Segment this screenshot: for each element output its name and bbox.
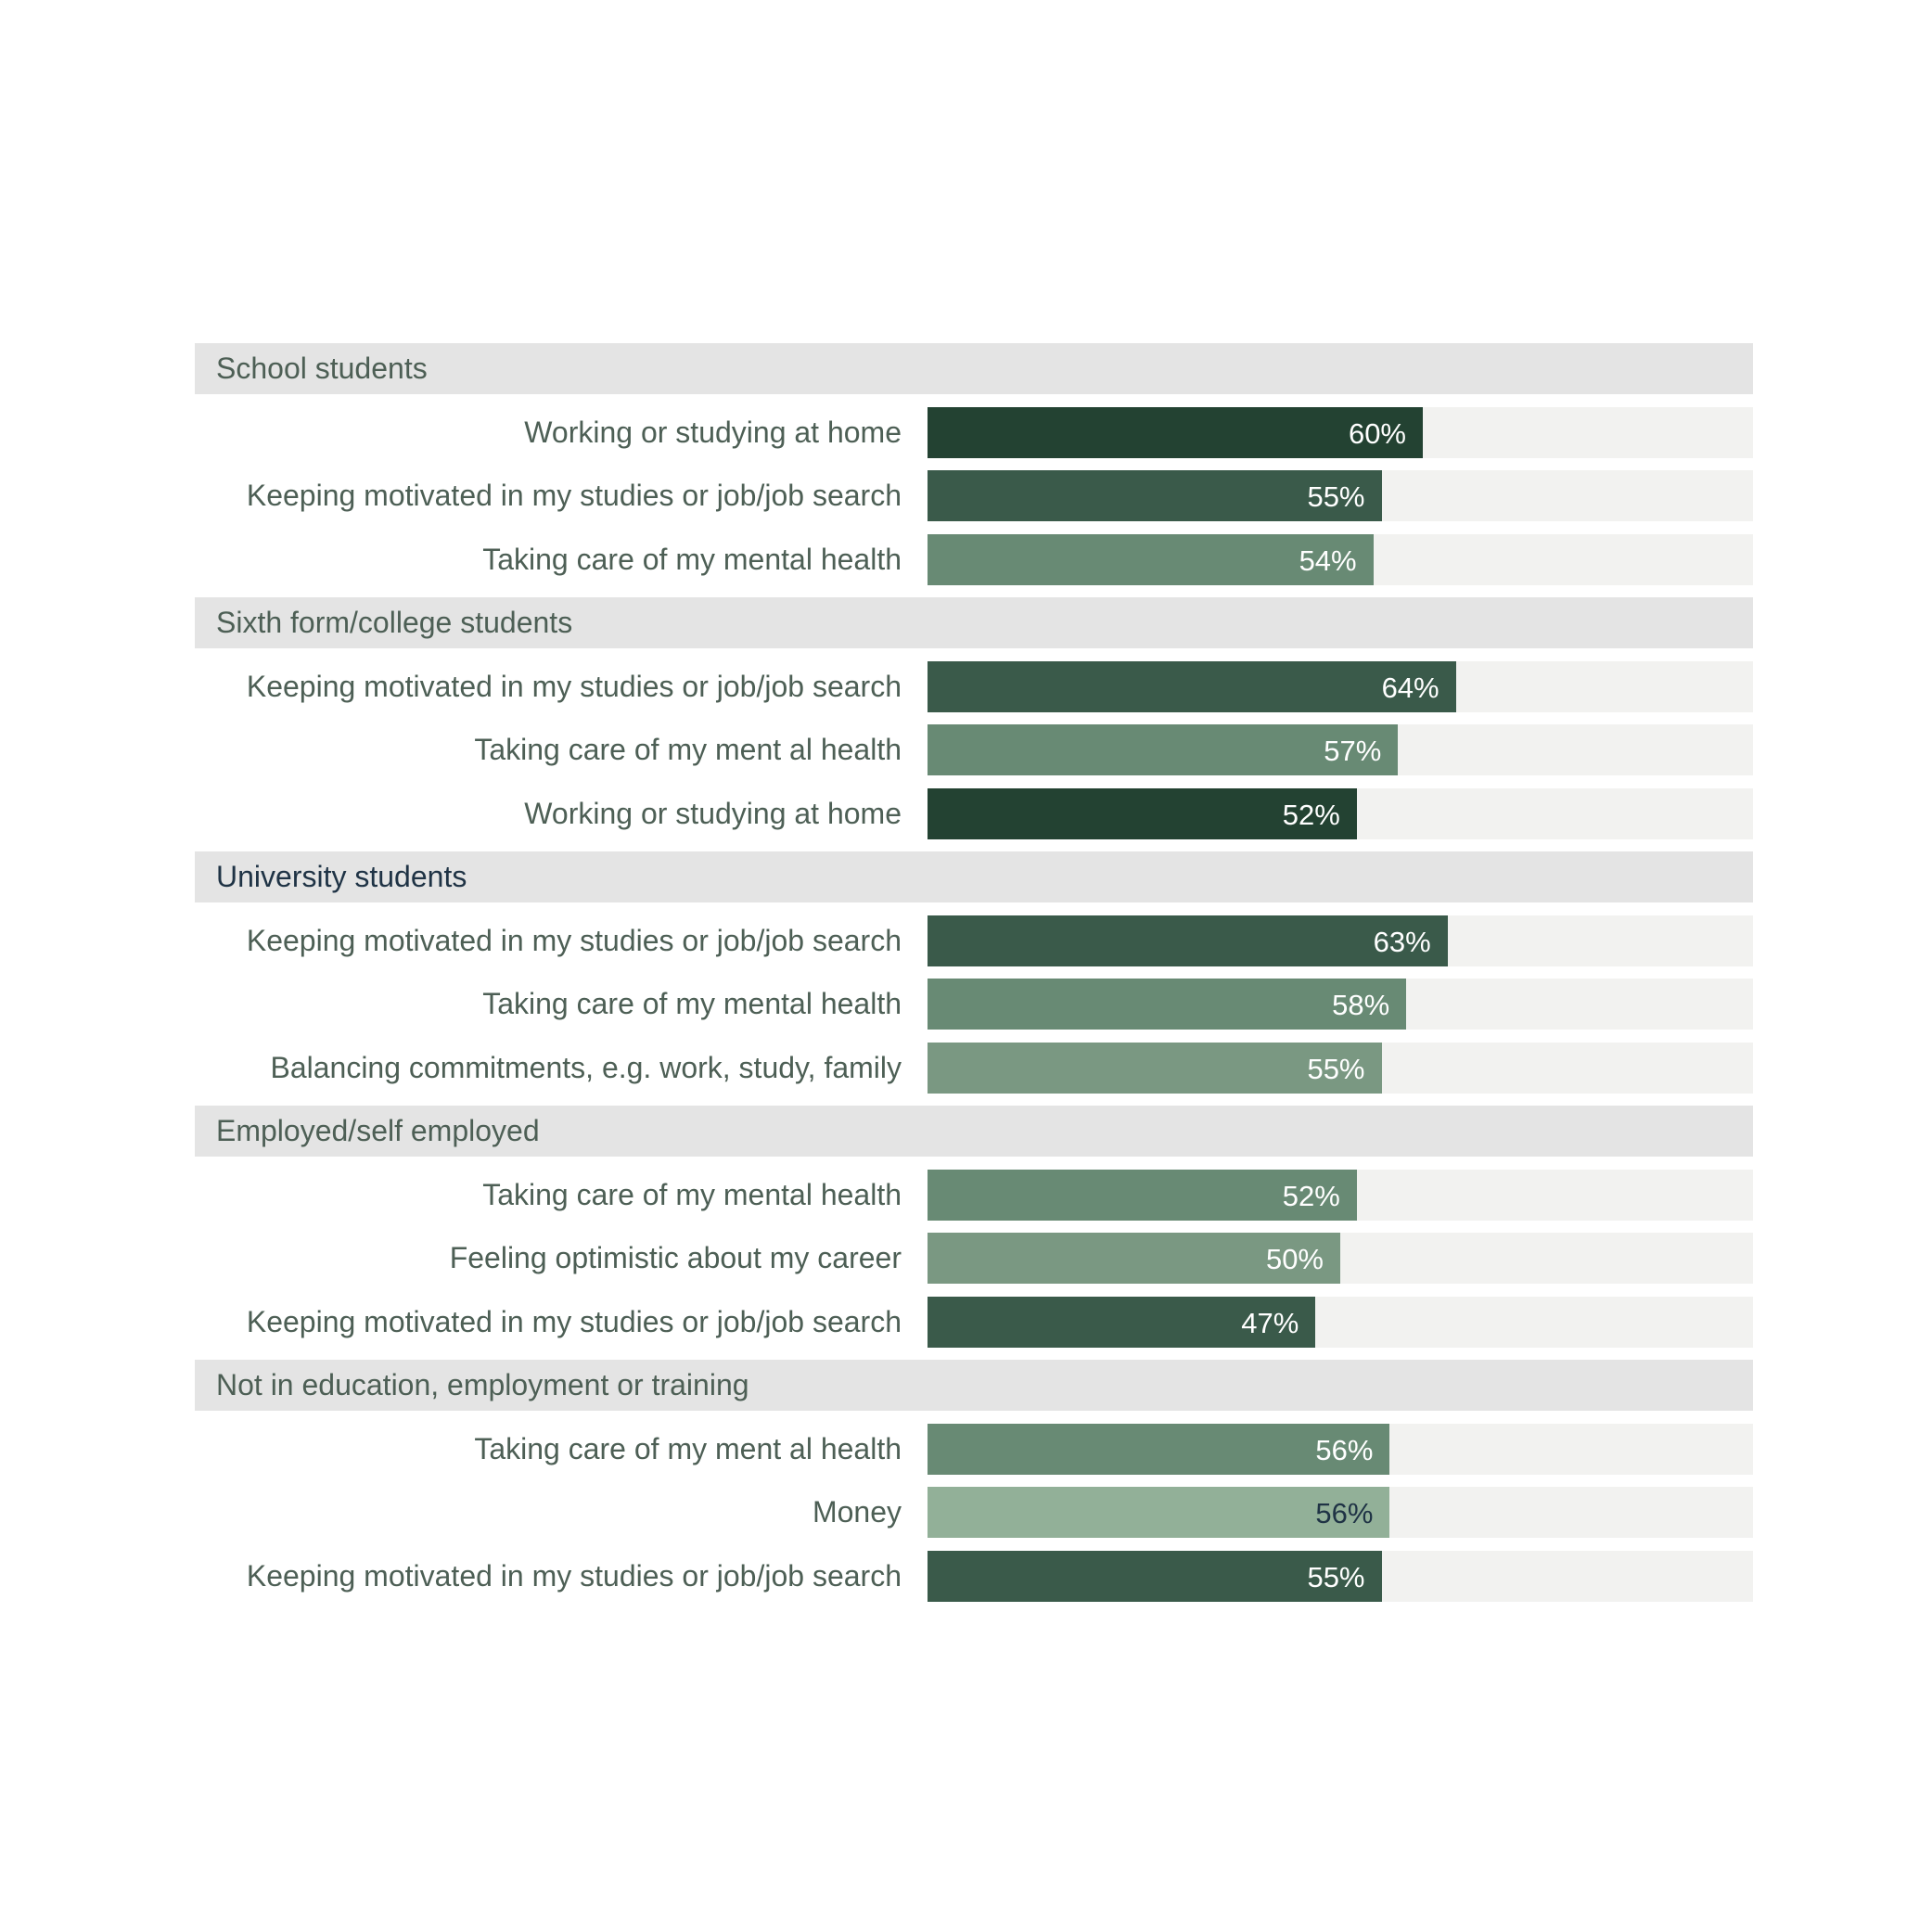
bar-category-label: Taking care of my mental health bbox=[482, 987, 902, 1020]
bar bbox=[928, 1296, 1316, 1348]
bar-track: 60% bbox=[928, 406, 1753, 458]
bar-value-label: 57% bbox=[1324, 735, 1382, 767]
bar-value-label: 55% bbox=[1307, 1560, 1365, 1593]
bar bbox=[928, 533, 1374, 585]
bar-value-label: 52% bbox=[1282, 798, 1340, 831]
bar-category-label: Taking care of my ment al health bbox=[474, 1431, 902, 1465]
bar-row: Taking care of my ment al health 57% bbox=[0, 724, 1932, 775]
bar-track: 52% bbox=[928, 787, 1753, 839]
bar-category-label: Keeping motivated in my studies or job/j… bbox=[246, 479, 902, 512]
bar-track: 55% bbox=[928, 1042, 1753, 1094]
group-header: Employed/self employed bbox=[195, 1106, 1753, 1157]
bar-row: Keeping motivated in my studies or job/j… bbox=[0, 1296, 1932, 1348]
group-header: Sixth form/college students bbox=[195, 597, 1753, 648]
bar-category-label: Working or studying at home bbox=[524, 415, 902, 449]
bar bbox=[928, 470, 1382, 521]
bar-value-label: 54% bbox=[1299, 544, 1357, 577]
bar bbox=[928, 660, 1456, 712]
bar-category-label: Money bbox=[812, 1495, 902, 1529]
bar-value-label: 56% bbox=[1315, 1497, 1374, 1529]
bar bbox=[928, 724, 1399, 775]
bar-track: 54% bbox=[928, 533, 1753, 585]
bar-value-label: 55% bbox=[1307, 480, 1365, 513]
bar bbox=[928, 915, 1448, 966]
bar bbox=[928, 1423, 1390, 1475]
bar-row: Taking care of my ment al health 56% bbox=[0, 1423, 1932, 1475]
bar-value-label: 52% bbox=[1282, 1179, 1340, 1212]
bar bbox=[928, 1550, 1382, 1602]
group-label: University students bbox=[216, 860, 467, 893]
bar-track: 63% bbox=[928, 915, 1753, 966]
bar-category-label: Working or studying at home bbox=[524, 796, 902, 830]
group-label: Employed/self employed bbox=[216, 1114, 540, 1147]
bar-track: 57% bbox=[928, 724, 1753, 775]
group-header: School students bbox=[195, 343, 1753, 394]
bar-row: Keeping motivated in my studies or job/j… bbox=[0, 660, 1932, 712]
bar-value-label: 60% bbox=[1348, 416, 1406, 450]
group-label: Not in education, employment or training bbox=[216, 1368, 749, 1401]
bar-category-label: Keeping motivated in my studies or job/j… bbox=[246, 1558, 902, 1593]
bar-track: 47% bbox=[928, 1296, 1753, 1348]
group-header: University students bbox=[195, 851, 1753, 902]
bar-value-label: 55% bbox=[1307, 1052, 1365, 1085]
bar-category-label: Keeping motivated in my studies or job/j… bbox=[246, 669, 902, 703]
bar-track: 52% bbox=[928, 1169, 1753, 1221]
bar-row: Balancing commitments, e.g. work, study,… bbox=[0, 1042, 1932, 1094]
bar-category-label: Taking care of my ment al health bbox=[474, 733, 902, 766]
bar-row: Keeping motivated in my studies or job/j… bbox=[0, 915, 1932, 966]
bar-category-label: Keeping motivated in my studies or job/j… bbox=[246, 1304, 902, 1338]
bar-row: Taking care of my mental health 54% bbox=[0, 533, 1932, 585]
bar-row: Taking care of my mental health 58% bbox=[0, 979, 1932, 1030]
bar-category-label: Feeling optimistic about my career bbox=[449, 1241, 902, 1274]
bar-row: Taking care of my mental health 52% bbox=[0, 1169, 1932, 1221]
bar-value-label: 64% bbox=[1381, 671, 1439, 704]
bar-track: 56% bbox=[928, 1487, 1753, 1538]
group-label: School students bbox=[216, 352, 428, 385]
bar-category-label: Keeping motivated in my studies or job/j… bbox=[246, 923, 902, 957]
bar-row: Keeping motivated in my studies or job/j… bbox=[0, 470, 1932, 521]
bar-value-label: 63% bbox=[1373, 925, 1431, 958]
bar-category-label: Balancing commitments, e.g. work, study,… bbox=[270, 1050, 902, 1084]
bar-track: 58% bbox=[928, 979, 1753, 1030]
bar-row: Feeling optimistic about my career 50% bbox=[0, 1233, 1932, 1284]
bar-row: Keeping motivated in my studies or job/j… bbox=[0, 1550, 1932, 1602]
bar bbox=[928, 979, 1407, 1030]
bar-value-label: 56% bbox=[1315, 1433, 1374, 1466]
bar-category-label: Taking care of my mental health bbox=[482, 1177, 902, 1211]
bar-track: 56% bbox=[928, 1423, 1753, 1475]
bar bbox=[928, 1169, 1357, 1221]
bar-category-label: Taking care of my mental health bbox=[482, 542, 902, 576]
bar-track: 55% bbox=[928, 470, 1753, 521]
group-label: Sixth form/college students bbox=[216, 606, 573, 639]
bar bbox=[928, 1233, 1340, 1284]
bar-value-label: 50% bbox=[1265, 1243, 1324, 1275]
bar-row: Working or studying at home 52% bbox=[0, 787, 1932, 839]
bar bbox=[928, 787, 1357, 839]
bar-value-label: 47% bbox=[1241, 1306, 1299, 1339]
bar bbox=[928, 1487, 1390, 1538]
bar-row: Money 56% bbox=[0, 1487, 1932, 1538]
bar-track: 64% bbox=[928, 660, 1753, 712]
bar bbox=[928, 1042, 1382, 1094]
bar bbox=[928, 406, 1423, 458]
bar-row: Working or studying at home 60% bbox=[0, 406, 1932, 458]
group-header: Not in education, employment or training bbox=[195, 1360, 1753, 1411]
bar-value-label: 58% bbox=[1332, 989, 1390, 1021]
bar-track: 50% bbox=[928, 1233, 1753, 1284]
bar-track: 55% bbox=[928, 1550, 1753, 1602]
